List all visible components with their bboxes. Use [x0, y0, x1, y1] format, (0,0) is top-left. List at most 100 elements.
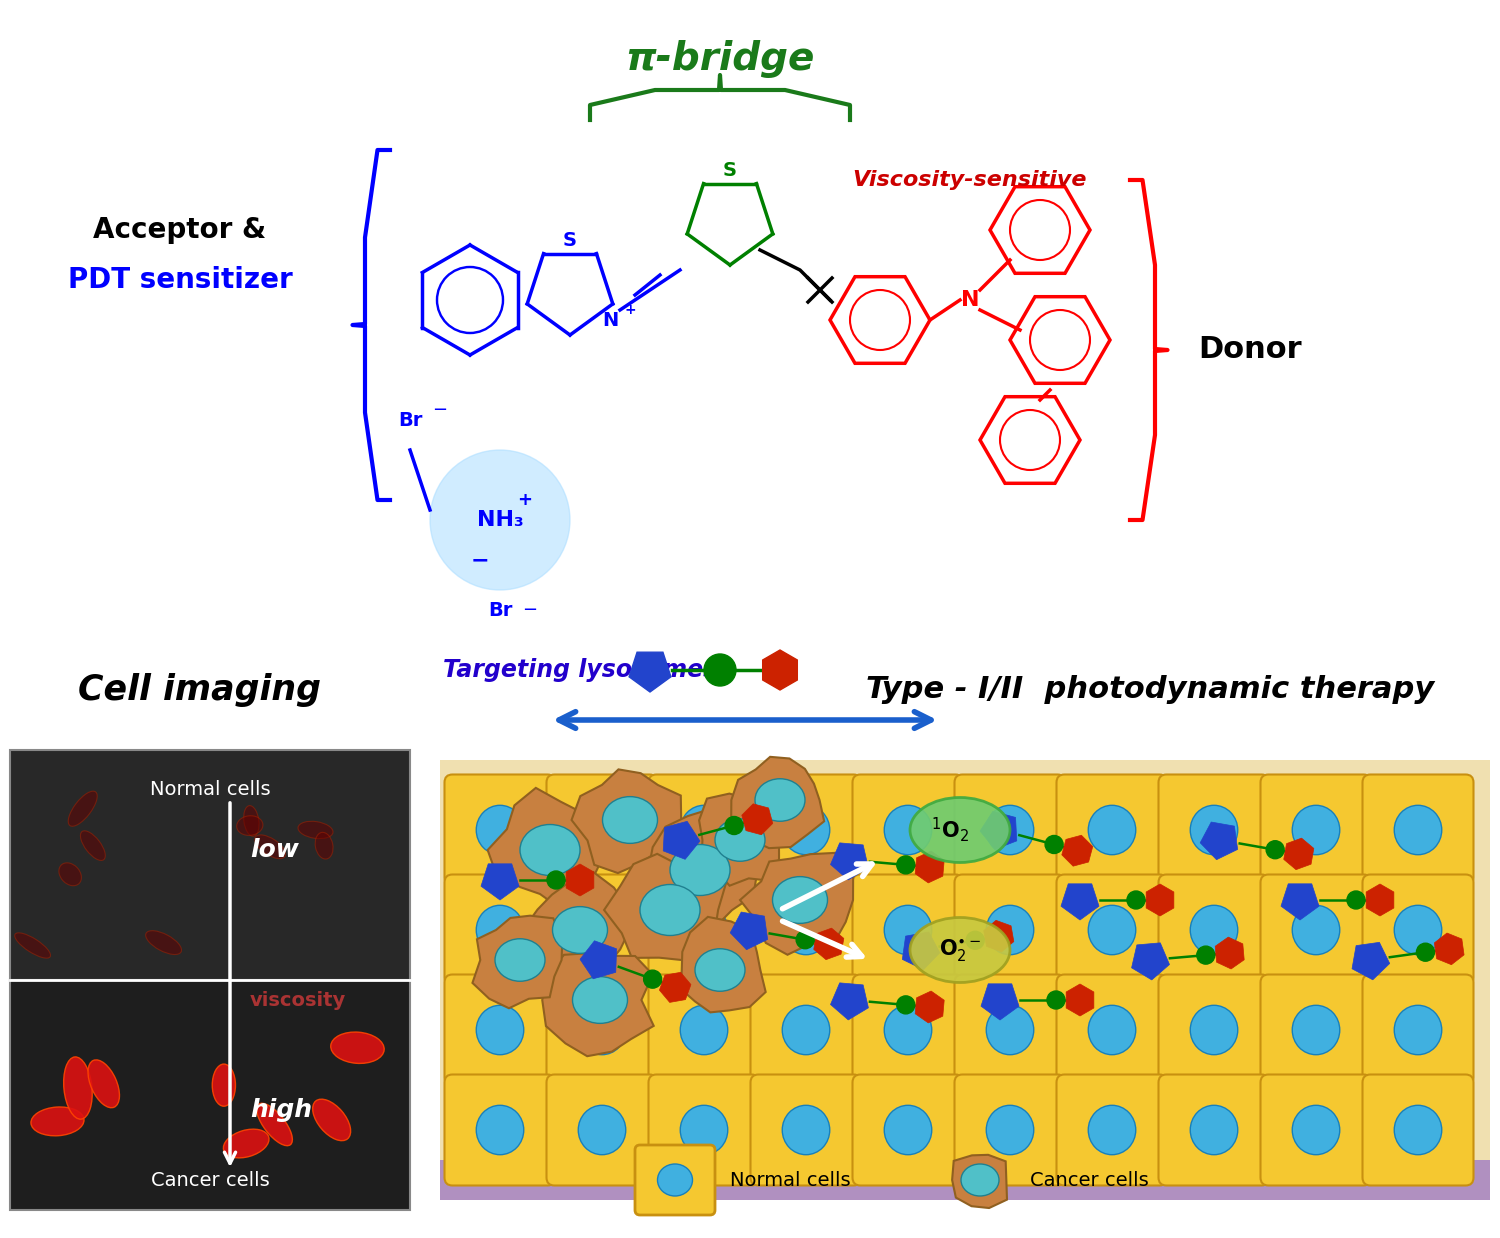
Text: N: N — [602, 311, 618, 329]
Ellipse shape — [1395, 1005, 1441, 1055]
Text: viscosity: viscosity — [251, 990, 346, 1009]
Ellipse shape — [58, 863, 81, 885]
Ellipse shape — [1191, 1005, 1237, 1055]
Polygon shape — [572, 769, 681, 873]
FancyBboxPatch shape — [1362, 874, 1473, 985]
FancyBboxPatch shape — [546, 1075, 657, 1186]
Circle shape — [1416, 943, 1434, 961]
Ellipse shape — [312, 1099, 351, 1140]
Ellipse shape — [1088, 805, 1136, 854]
Ellipse shape — [298, 821, 333, 838]
FancyBboxPatch shape — [1158, 1075, 1269, 1186]
Ellipse shape — [680, 805, 728, 854]
Text: S: S — [723, 161, 736, 180]
Polygon shape — [648, 808, 758, 928]
FancyBboxPatch shape — [648, 1075, 759, 1186]
Polygon shape — [580, 941, 616, 979]
Ellipse shape — [885, 805, 932, 854]
Text: Type - I/II  photodynamic therapy: Type - I/II photodynamic therapy — [865, 676, 1434, 704]
Polygon shape — [482, 864, 519, 900]
Text: NH₃: NH₃ — [477, 510, 524, 530]
Text: Targeting lysosomes: Targeting lysosomes — [442, 659, 717, 682]
Ellipse shape — [680, 905, 728, 954]
FancyBboxPatch shape — [648, 874, 759, 985]
Polygon shape — [1281, 884, 1318, 920]
Ellipse shape — [1395, 905, 1441, 954]
Circle shape — [548, 872, 566, 889]
Ellipse shape — [783, 905, 830, 954]
Ellipse shape — [32, 1107, 84, 1135]
Ellipse shape — [1292, 1106, 1340, 1155]
Circle shape — [1347, 891, 1365, 909]
Ellipse shape — [1088, 1005, 1136, 1055]
FancyBboxPatch shape — [954, 974, 1065, 1086]
Ellipse shape — [63, 1057, 92, 1119]
Polygon shape — [1200, 822, 1237, 859]
FancyBboxPatch shape — [648, 974, 759, 1086]
Ellipse shape — [885, 1106, 932, 1155]
Polygon shape — [542, 953, 654, 1056]
Ellipse shape — [783, 805, 830, 854]
Polygon shape — [1434, 933, 1464, 964]
Text: Cancer cells: Cancer cells — [150, 1171, 270, 1190]
Polygon shape — [831, 983, 868, 1020]
Polygon shape — [1215, 937, 1243, 969]
Ellipse shape — [657, 1164, 693, 1196]
Circle shape — [1266, 841, 1284, 859]
Bar — [440, 760, 1490, 1200]
FancyBboxPatch shape — [954, 1075, 1065, 1186]
FancyBboxPatch shape — [1158, 775, 1269, 885]
Text: PDT sensitizer: PDT sensitizer — [68, 266, 292, 293]
FancyBboxPatch shape — [750, 775, 861, 885]
Ellipse shape — [15, 933, 51, 958]
FancyBboxPatch shape — [546, 775, 657, 885]
Bar — [10, 980, 410, 1210]
Ellipse shape — [477, 905, 524, 954]
Polygon shape — [952, 1155, 1006, 1208]
Text: +: + — [518, 491, 532, 509]
FancyBboxPatch shape — [852, 1075, 963, 1186]
Text: Cancer cells: Cancer cells — [1030, 1170, 1149, 1190]
Ellipse shape — [987, 1005, 1033, 1055]
Circle shape — [897, 855, 915, 874]
Ellipse shape — [962, 1164, 999, 1196]
FancyBboxPatch shape — [1056, 1075, 1167, 1186]
Ellipse shape — [256, 1103, 292, 1145]
Polygon shape — [566, 864, 594, 896]
Text: high: high — [251, 1098, 312, 1122]
Circle shape — [796, 931, 814, 948]
Circle shape — [897, 995, 915, 1014]
Ellipse shape — [477, 1106, 524, 1155]
FancyBboxPatch shape — [546, 974, 657, 1086]
FancyBboxPatch shape — [750, 974, 861, 1086]
Ellipse shape — [680, 1005, 728, 1055]
FancyBboxPatch shape — [1362, 974, 1473, 1086]
Ellipse shape — [68, 791, 98, 826]
Text: Normal cells: Normal cells — [730, 1170, 850, 1190]
Polygon shape — [1352, 942, 1389, 979]
Polygon shape — [762, 650, 798, 690]
Text: Normal cells: Normal cells — [150, 780, 270, 799]
Polygon shape — [903, 932, 940, 969]
Ellipse shape — [1088, 1106, 1136, 1155]
Circle shape — [430, 449, 570, 591]
FancyBboxPatch shape — [444, 874, 555, 985]
FancyBboxPatch shape — [1260, 974, 1371, 1086]
FancyBboxPatch shape — [852, 874, 963, 985]
Polygon shape — [980, 811, 1017, 849]
FancyBboxPatch shape — [444, 1075, 555, 1186]
FancyBboxPatch shape — [546, 874, 657, 985]
Ellipse shape — [579, 805, 626, 854]
Text: Br: Br — [488, 600, 512, 619]
Ellipse shape — [1191, 805, 1237, 854]
Ellipse shape — [552, 906, 608, 953]
Polygon shape — [524, 872, 630, 985]
Text: −: − — [522, 600, 537, 619]
Ellipse shape — [1292, 905, 1340, 954]
Ellipse shape — [1395, 805, 1441, 854]
Text: Cell imaging: Cell imaging — [78, 673, 321, 707]
Ellipse shape — [520, 825, 580, 875]
Ellipse shape — [573, 977, 627, 1024]
FancyBboxPatch shape — [1260, 1075, 1371, 1186]
Text: $^1$O$_2$: $^1$O$_2$ — [932, 816, 969, 844]
